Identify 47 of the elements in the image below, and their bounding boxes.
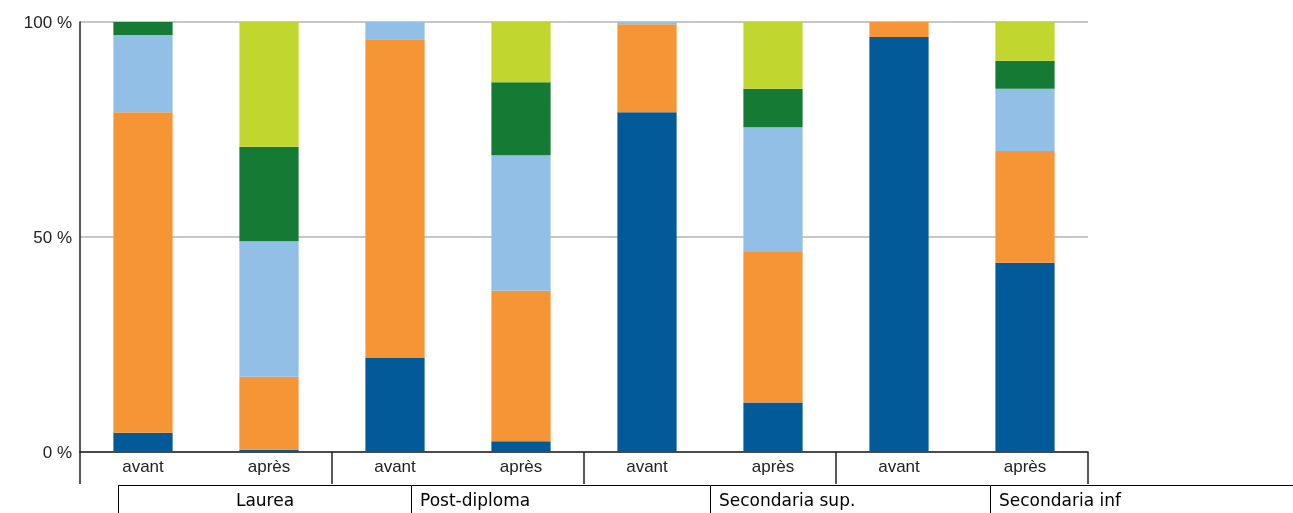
x-tick-label: avant (122, 457, 165, 476)
bar (239, 449, 299, 452)
bar (491, 155, 551, 291)
bar (995, 262, 1055, 452)
bar (743, 88, 803, 128)
bar (365, 39, 425, 358)
text: Post-diploma (411, 486, 710, 513)
text: Secondaria sup. (710, 486, 990, 513)
bar (113, 34, 173, 113)
bar (617, 112, 677, 452)
bar (365, 357, 425, 452)
bar (743, 22, 803, 89)
y-tick-label: 50 % (33, 227, 72, 247)
bar (113, 22, 173, 35)
bar (617, 24, 677, 113)
bar (113, 432, 173, 452)
bar (995, 151, 1055, 263)
bar (869, 22, 929, 38)
bar (491, 441, 551, 452)
bar (743, 252, 803, 403)
x-tick-label: avant (626, 457, 669, 476)
bar (995, 60, 1055, 89)
x-tick-label: avant (374, 457, 417, 476)
bar (365, 22, 425, 40)
x-tick-label: après (247, 457, 291, 476)
bar (743, 127, 803, 253)
bar (239, 22, 299, 147)
bar (491, 22, 551, 83)
x-tick-label: avant (878, 457, 921, 476)
y-tick-label: 0 % (42, 442, 72, 462)
bar (995, 22, 1055, 61)
bar (239, 146, 299, 242)
text: Secondaria inf (990, 486, 1293, 513)
bar (743, 402, 803, 452)
bar (995, 88, 1055, 151)
x-tick-label: après (1003, 457, 1047, 476)
text: Laurea (118, 486, 411, 513)
bar (239, 241, 299, 377)
bar (491, 290, 551, 442)
bar (617, 22, 677, 25)
y-tick-label: 100 % (23, 12, 72, 32)
bar (239, 376, 299, 450)
x-tick-label: après (499, 457, 543, 476)
bar (491, 82, 551, 156)
bar (869, 37, 929, 452)
x-tick-label: après (751, 457, 795, 476)
bar (113, 112, 173, 433)
